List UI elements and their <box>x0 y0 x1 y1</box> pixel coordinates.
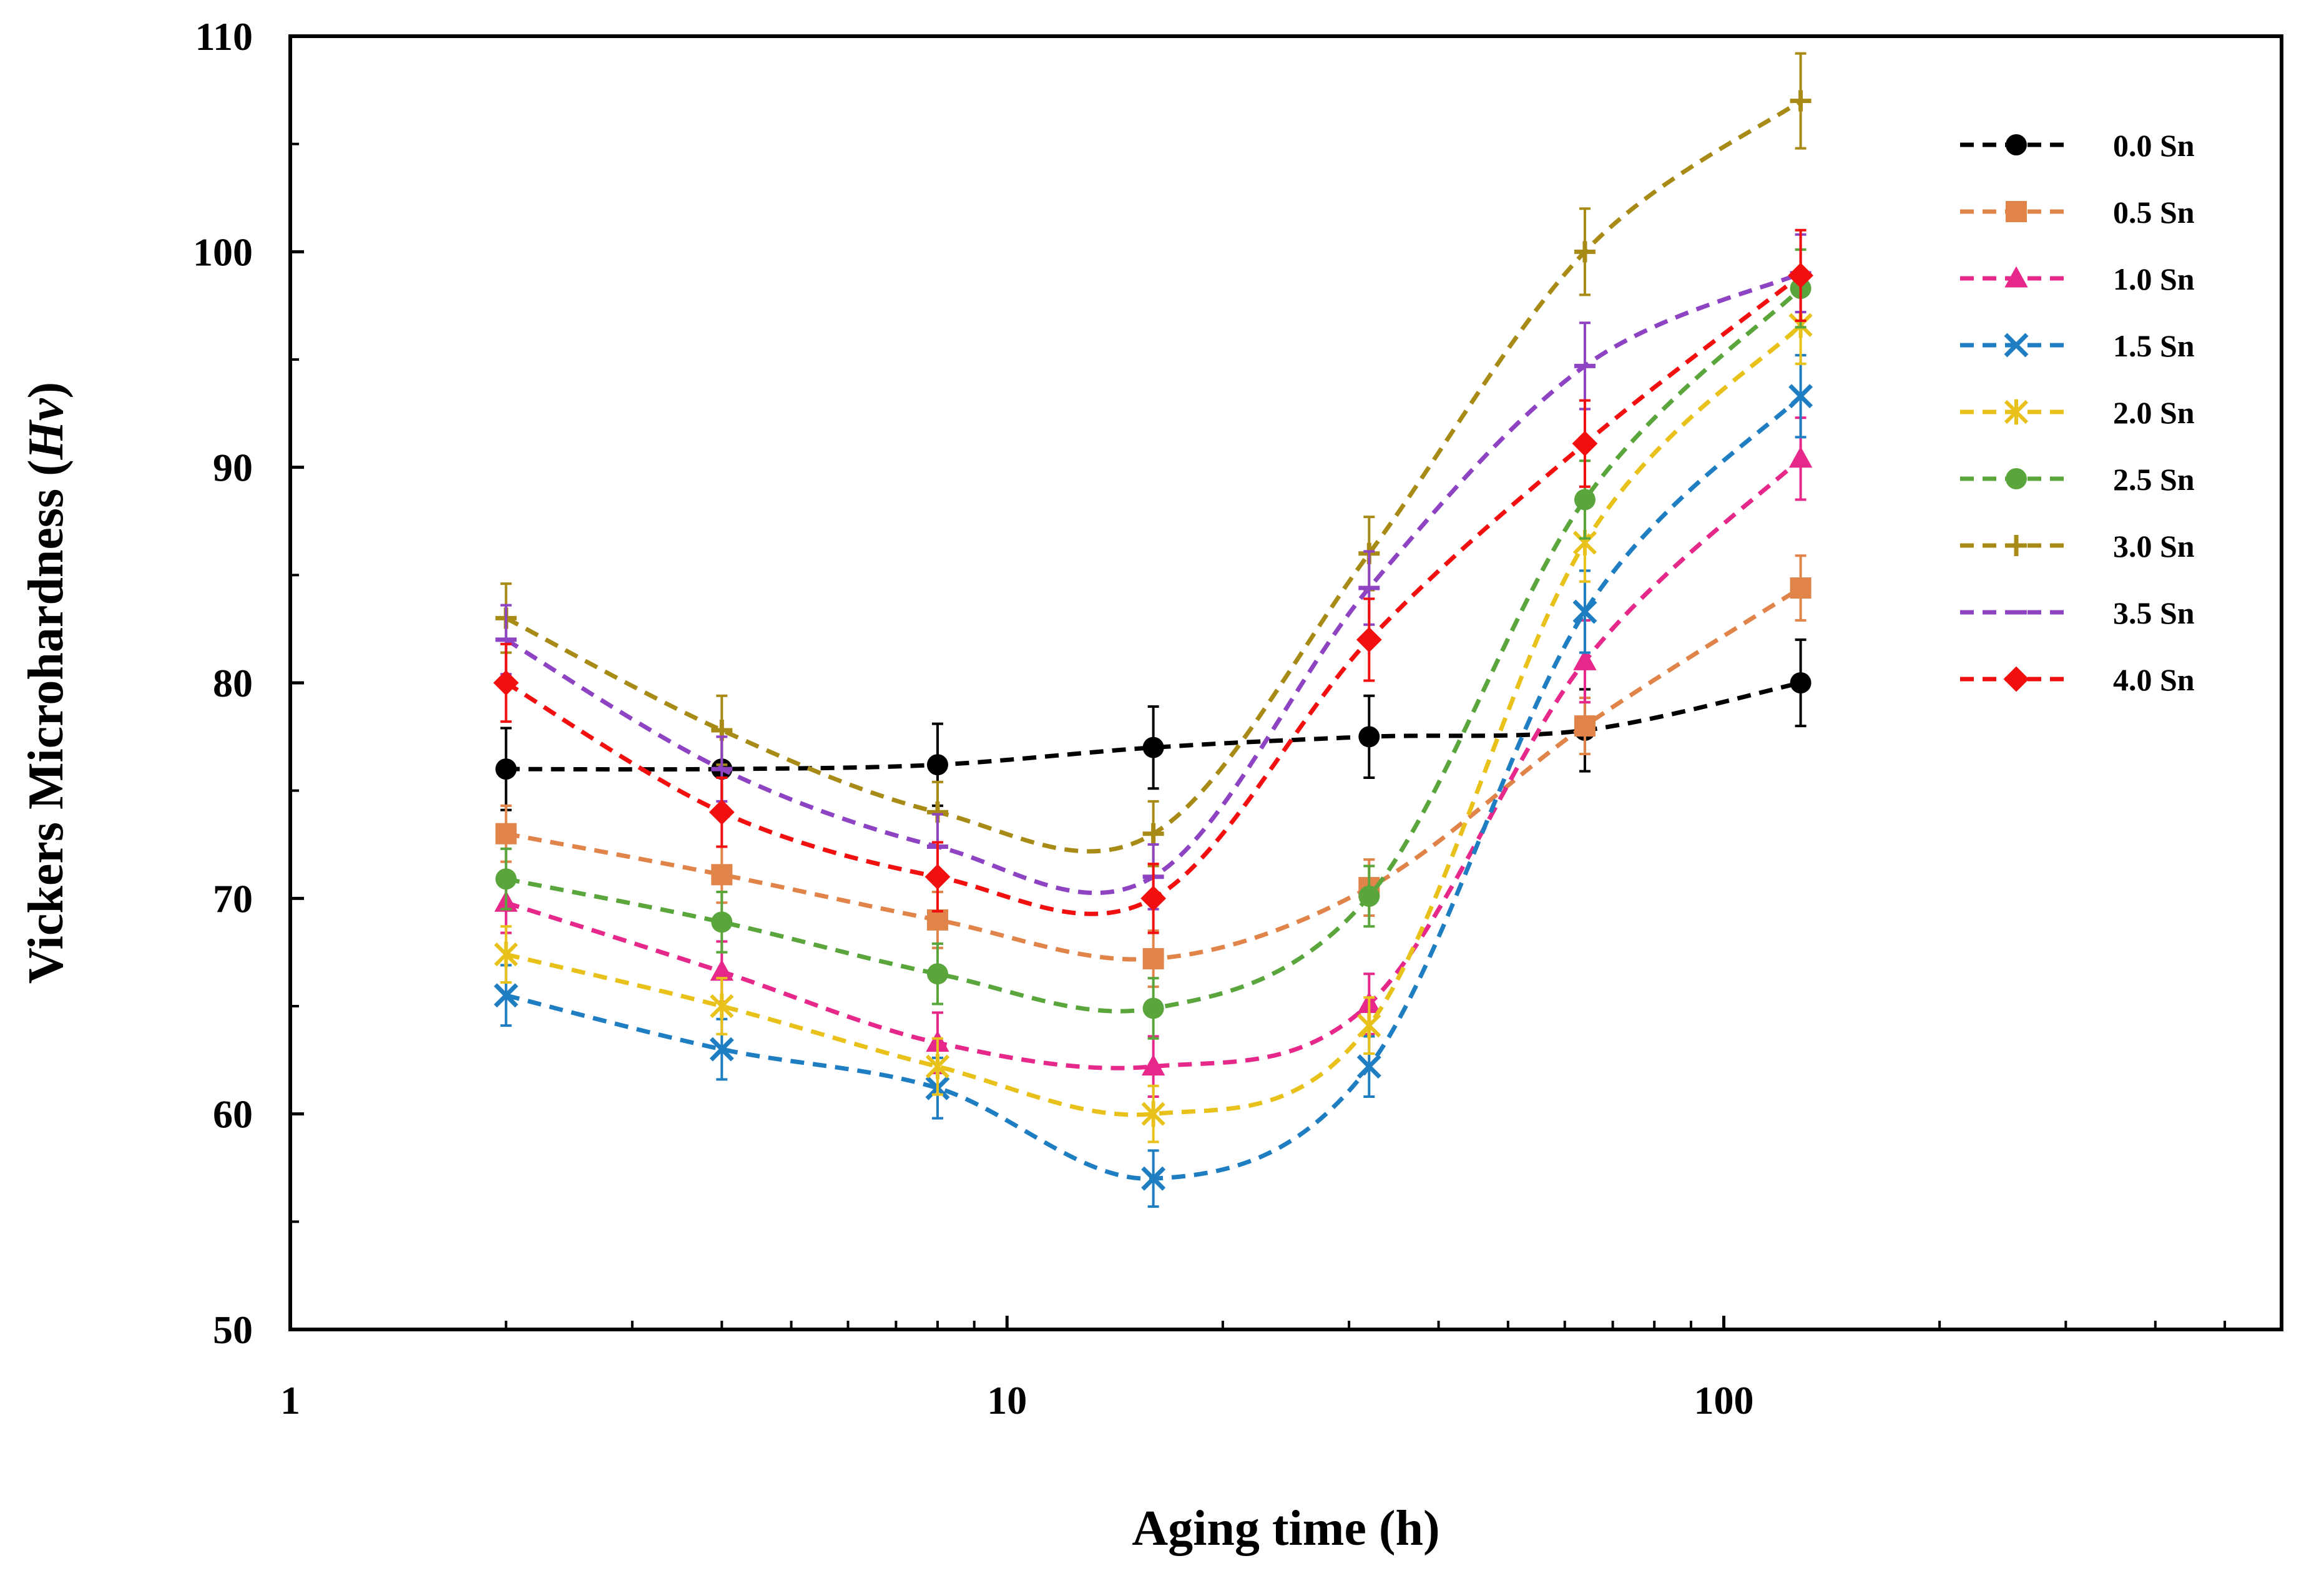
legend-marker <box>2006 535 2027 556</box>
data-point <box>1573 649 1597 670</box>
legend-label: 0.5 Sn <box>2113 195 2195 230</box>
data-point <box>1141 1101 1165 1127</box>
x-tick-label: 10 <box>987 1378 1027 1422</box>
legend-label: 2.0 Sn <box>2113 395 2195 430</box>
data-point <box>1358 885 1380 907</box>
data-point <box>1574 715 1596 737</box>
legend-label: 1.0 Sn <box>2113 262 2195 296</box>
legend-item: 3.5 Sn <box>1960 595 2195 630</box>
x-axis-title: Aging time (h) <box>1132 1501 1439 1556</box>
data-point <box>1790 672 1812 693</box>
data-point <box>493 670 519 696</box>
data-point <box>1142 823 1164 844</box>
data-point <box>495 868 517 890</box>
data-point <box>1142 737 1164 758</box>
data-point <box>709 1037 734 1062</box>
data-point <box>1788 446 1813 468</box>
legend-item: 0.0 Sn <box>1960 128 2195 163</box>
data-point <box>1358 726 1380 748</box>
y-tick-label: 50 <box>213 1308 253 1352</box>
legend-item: 3.0 Sn <box>1960 529 2195 564</box>
legend-item: 1.5 Sn <box>1960 328 2195 363</box>
data-point <box>711 911 733 933</box>
y-tick-label: 90 <box>213 446 253 490</box>
series-2-5-sn <box>495 248 1812 1040</box>
data-point <box>708 799 735 825</box>
legend-item: 2.0 Sn <box>1960 395 2195 430</box>
data-point <box>494 941 518 967</box>
y-axis-title-close: ) <box>19 382 74 399</box>
data-point <box>926 754 948 776</box>
data-point <box>1788 262 1813 288</box>
legend-marker <box>2006 201 2027 222</box>
data-point <box>1572 599 1597 624</box>
data-point <box>924 864 951 890</box>
data-point <box>1357 1012 1381 1039</box>
y-axis-title-unit: Hv <box>19 398 74 460</box>
x-tick-label: 1 <box>280 1378 300 1422</box>
data-point <box>1356 627 1382 653</box>
legend-marker <box>2003 666 2029 692</box>
y-axis-title: Vickers Microhardness (Hv) <box>19 382 74 984</box>
x-tick-label: 100 <box>1694 1378 1753 1422</box>
legend: 0.0 Sn 0.5 Sn 1.0 Sn 1.5 Sn 2.0 Sn 2.5 Sn 3.0 … <box>1960 128 2195 697</box>
data-point <box>1574 489 1596 511</box>
data-point <box>926 963 948 985</box>
legend-item: 2.5 Sn <box>1960 462 2195 497</box>
y-tick-label: 60 <box>213 1092 253 1137</box>
data-point <box>1790 577 1812 599</box>
data-point <box>1356 1054 1381 1079</box>
y-axis-title-main: Vickers Microhardness ( <box>19 459 74 984</box>
data-point <box>494 983 519 1008</box>
legend-item: 4.0 Sn <box>1960 662 2195 697</box>
data-point <box>495 758 517 780</box>
data-point <box>1140 885 1167 911</box>
legend-item: 1.0 Sn <box>1960 262 2195 296</box>
data-point <box>1141 1054 1165 1076</box>
legend-marker <box>2004 333 2029 358</box>
legend-label: 0.0 Sn <box>2113 128 2195 163</box>
y-tick-label: 110 <box>195 14 253 59</box>
legend-marker <box>2004 266 2028 288</box>
legend-label: 4.0 Sn <box>2113 662 2195 697</box>
legend-item: 0.5 Sn <box>1960 195 2195 230</box>
series-4-0-sn <box>493 228 1813 934</box>
series-0-0-sn <box>495 638 1812 811</box>
series-line <box>505 286 1803 1014</box>
series-3-0-sn <box>495 52 1812 868</box>
data-point <box>1572 431 1598 457</box>
legend-label: 3.5 Sn <box>2113 595 2195 630</box>
y-tick-label: 70 <box>213 876 253 921</box>
legend-marker <box>2006 134 2027 155</box>
legend-marker <box>2006 468 2027 489</box>
data-point <box>1141 1166 1166 1191</box>
data-point <box>710 959 734 981</box>
data-point <box>1142 997 1164 1019</box>
data-point <box>1788 384 1813 409</box>
legend-label: 3.0 Sn <box>2113 529 2195 564</box>
legend-label: 1.5 Sn <box>2113 328 2195 363</box>
legend-label: 2.5 Sn <box>2113 462 2195 497</box>
y-tick-label: 80 <box>213 661 253 705</box>
legend-marker <box>2004 399 2029 425</box>
data-point <box>1142 948 1164 970</box>
data-point <box>1574 241 1596 263</box>
plot-marks <box>493 52 1813 1208</box>
data-point <box>711 864 733 886</box>
plot-frame <box>288 34 2283 1331</box>
data-point <box>1790 90 1812 112</box>
series-line <box>506 586 1802 962</box>
y-tick-label: 100 <box>193 230 253 274</box>
data-point <box>495 823 517 844</box>
data-point <box>925 1054 950 1080</box>
data-point <box>926 909 948 931</box>
data-point <box>710 993 734 1019</box>
